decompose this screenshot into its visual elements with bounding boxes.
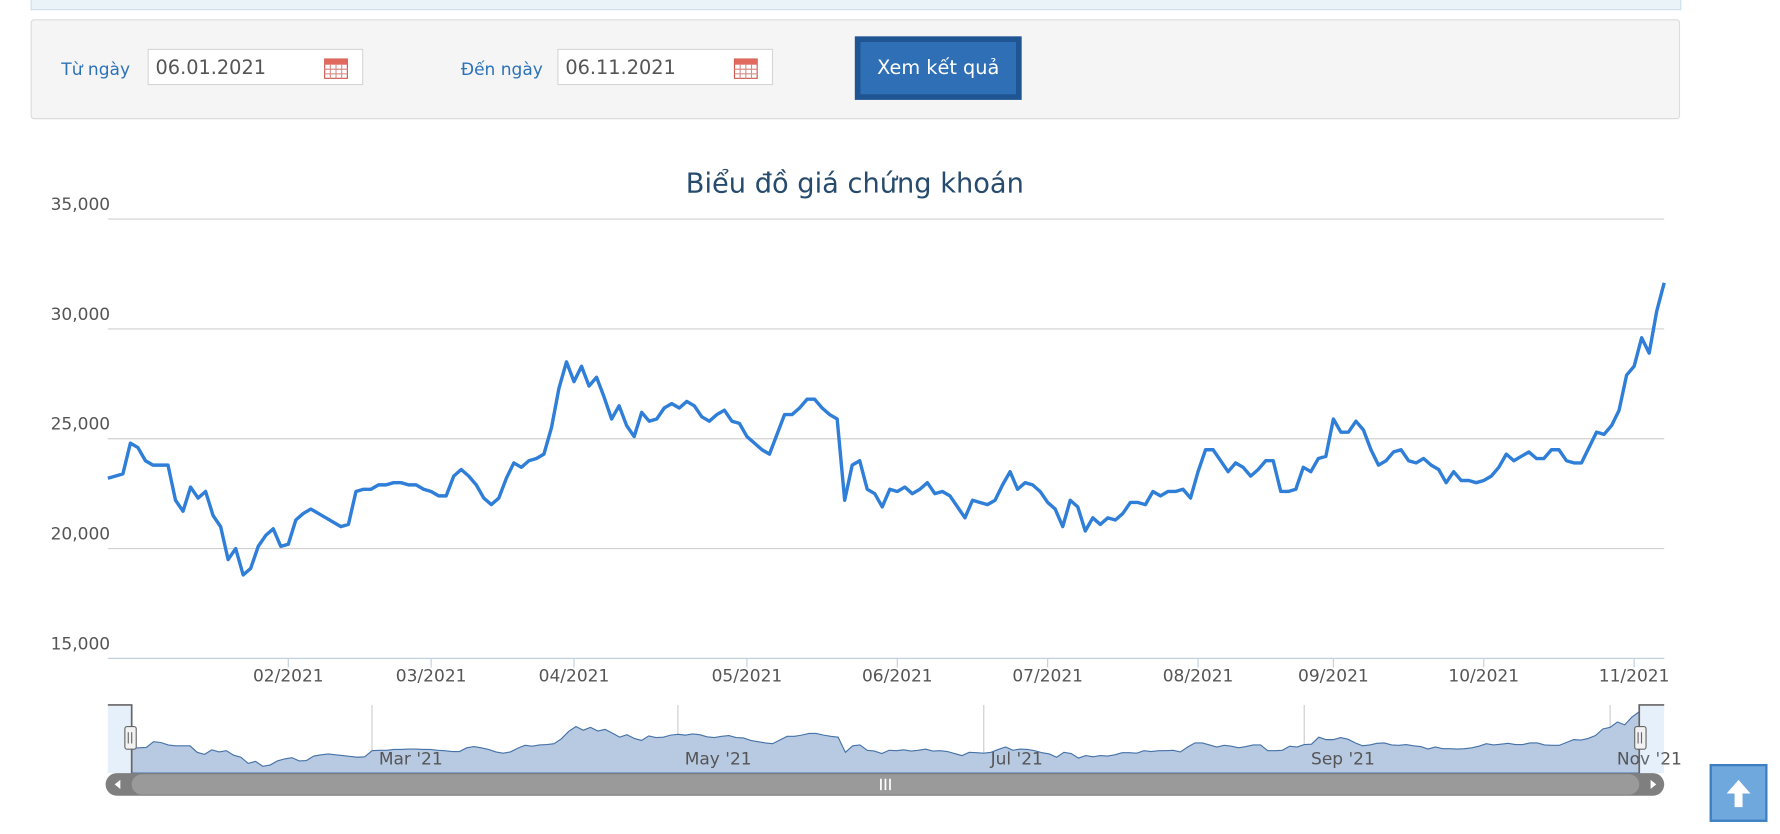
to-label: Đến ngày: [460, 59, 543, 80]
y-tick-label: 15,000: [51, 634, 111, 654]
navigator-area: [131, 710, 1640, 774]
navigator-handle: [1634, 725, 1647, 750]
arrow-icon: [1726, 779, 1751, 808]
x-tick-label: 11/2021: [1599, 667, 1670, 687]
submit-label: Xem kết quả: [860, 42, 1017, 95]
scrollbar-grip: [880, 778, 891, 791]
x-tick-label: 04/2021: [539, 667, 610, 687]
y-tick-label: 20,000: [51, 525, 111, 545]
top-strip: [30, 0, 1682, 11]
navigator-tick-label: Sep '21: [1311, 749, 1375, 769]
navigator-tick-label: May '21: [685, 749, 752, 769]
chart-title: Biểu đồ giá chứng khoán: [686, 169, 1024, 200]
navigator-tick-label: Nov '21: [1617, 749, 1682, 769]
to-value: 06.11.2021: [565, 56, 676, 80]
y-tick-label: 30,000: [51, 305, 111, 325]
price-line: [107, 282, 1666, 577]
scroll-left-arrow: [114, 779, 121, 789]
navigator-mask: [107, 704, 132, 774]
from-label: Từ ngày: [61, 59, 131, 80]
x-tick-label: 05/2021: [712, 667, 783, 687]
scroll-top-button[interactable]: [1709, 763, 1768, 822]
navigator-tick-label: Jul '21: [990, 749, 1043, 769]
from-value: 06.01.2021: [155, 56, 267, 80]
handle-grip: [127, 732, 133, 744]
y-tick-label: 25,000: [51, 415, 111, 435]
submit-button[interactable]: Xem kết quả: [854, 36, 1022, 100]
y-tick-label: 35,000: [51, 195, 111, 215]
x-tick-label: 06/2021: [862, 667, 933, 687]
handle-grip: [1637, 732, 1643, 744]
x-tick-label: 02/2021: [253, 667, 324, 687]
from-input[interactable]: 06.01.2021: [147, 48, 364, 86]
scroll-right-arrow: [1650, 779, 1657, 789]
navigator-outline: [107, 704, 1665, 774]
x-tick-label: 10/2021: [1448, 667, 1519, 687]
x-tick-label: 09/2021: [1298, 667, 1369, 687]
navigator-tick-label: Mar '21: [379, 749, 443, 769]
x-tick-label: 03/2021: [396, 667, 467, 687]
navigator-handle: [124, 725, 137, 750]
calendar-icon[interactable]: [324, 57, 349, 80]
to-input[interactable]: 06.11.2021: [557, 48, 774, 86]
x-tick-label: 08/2021: [1163, 667, 1234, 687]
x-tick-label: 07/2021: [1012, 667, 1083, 687]
calendar-icon[interactable]: [733, 57, 758, 80]
